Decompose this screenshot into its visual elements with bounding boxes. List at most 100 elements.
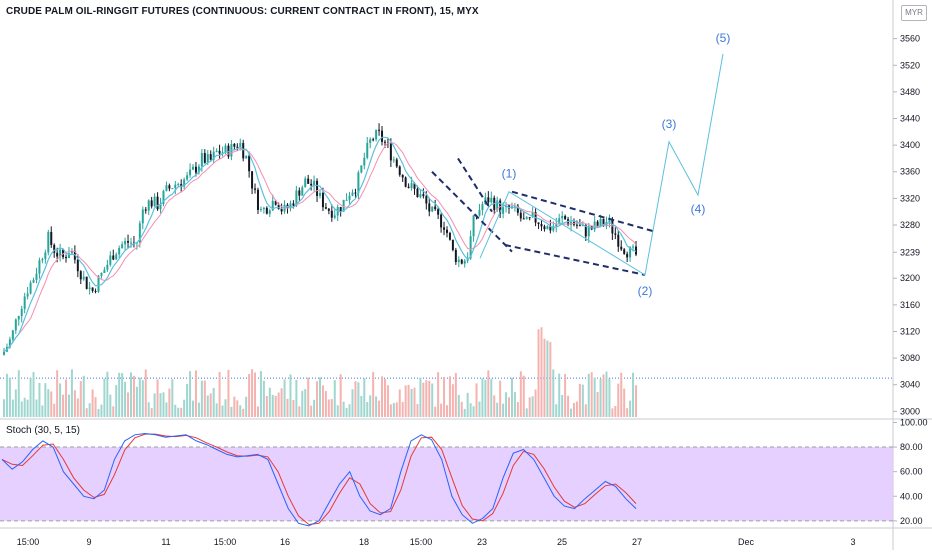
candle-body (168, 185, 171, 189)
candle-body (366, 142, 369, 158)
currency-button[interactable]: MYR (901, 5, 927, 21)
candle-body (67, 253, 70, 259)
candle-body (180, 184, 183, 187)
candle-body (3, 351, 5, 355)
volume-bar (26, 399, 29, 417)
volume-bar (540, 327, 543, 417)
candle-body (277, 204, 280, 210)
candle-body (372, 139, 375, 141)
candle-body (407, 186, 410, 188)
volume-bar (564, 374, 567, 417)
candle-body (519, 212, 522, 219)
volume-bar (410, 388, 413, 417)
volume-bar (307, 377, 310, 417)
volume-bar (493, 395, 496, 417)
volume-bar (280, 388, 283, 417)
volume-bar (516, 402, 519, 417)
volume-bar (614, 406, 617, 417)
candle-body (212, 151, 215, 160)
candle-body (14, 319, 17, 331)
candle-body (457, 259, 460, 263)
candle-body (141, 209, 144, 224)
stoch-indicator-label[interactable]: Stoch (30, 5, 15) (6, 425, 80, 436)
candle-body (262, 207, 265, 210)
volume-bar (555, 404, 558, 417)
volume-bar (570, 408, 573, 417)
volume-bar (481, 378, 484, 417)
volume-bar (180, 407, 183, 417)
candle-body (422, 194, 425, 197)
candle-body (11, 330, 14, 340)
candle-body (354, 192, 357, 194)
candle-body (256, 189, 259, 210)
candle-body (502, 207, 505, 214)
volume-bar (330, 399, 333, 417)
volume-bar (79, 381, 82, 417)
candle-body (112, 255, 115, 260)
time-axis-label: 11 (161, 537, 170, 547)
candle-body (404, 177, 407, 187)
volume-bar (268, 387, 271, 417)
candle-body (41, 259, 44, 261)
volume-bar (109, 394, 112, 417)
candle-body (348, 195, 351, 200)
candle-body (138, 223, 141, 243)
wave-path (479, 53, 724, 276)
candle-body (103, 269, 106, 273)
volume-bar (159, 393, 162, 417)
volume-bar (422, 382, 425, 417)
candle-body (171, 188, 174, 190)
volume-bar (419, 377, 422, 417)
candle-body (23, 296, 26, 309)
candle-body (357, 172, 360, 194)
volume-bar (543, 338, 546, 417)
candle-body (265, 207, 268, 214)
volume-bar (239, 405, 242, 417)
candle-body (617, 234, 620, 247)
candle-body (186, 175, 189, 180)
volume-bar (97, 408, 100, 417)
volume-bar (14, 389, 17, 417)
volume-bar (336, 405, 339, 417)
volume-bar (44, 383, 47, 417)
volume-bar (386, 385, 389, 417)
candle-body (481, 204, 484, 211)
volume-bar (245, 396, 248, 417)
volume-bar (94, 397, 97, 417)
volume-bar (313, 399, 316, 417)
volume-bar (463, 408, 466, 417)
candle-body (623, 249, 626, 254)
candle-body (236, 146, 239, 148)
volume-bar (20, 401, 23, 417)
stoch-axis-label: 20.00 (900, 516, 923, 526)
volume-bar (596, 391, 599, 417)
price-axis-label: 3520 (900, 60, 920, 70)
volume-bar (3, 399, 5, 417)
volume-bar (206, 395, 209, 417)
candle-body (608, 220, 611, 223)
volume-bar (561, 395, 564, 417)
candle-body (121, 244, 124, 249)
candle-body (522, 218, 525, 220)
candle-body (552, 226, 555, 231)
candle-body (425, 196, 428, 204)
candle-body (448, 232, 451, 240)
volume-bar (8, 377, 11, 417)
volume-bar (478, 401, 481, 417)
candle-body (239, 143, 242, 148)
candle-body (431, 206, 434, 212)
candle-body (345, 199, 348, 201)
volume-bar (62, 394, 65, 417)
volume-bar (189, 371, 192, 417)
volume-bar (76, 398, 79, 417)
volume-bar (200, 380, 203, 417)
volume-bar (218, 372, 221, 417)
volume-bar (363, 378, 366, 417)
candle-body (8, 339, 11, 347)
volume-bar (443, 376, 446, 417)
stoch-d-line (1, 433, 637, 526)
candle-body (632, 246, 635, 248)
volume-bar (177, 407, 180, 417)
